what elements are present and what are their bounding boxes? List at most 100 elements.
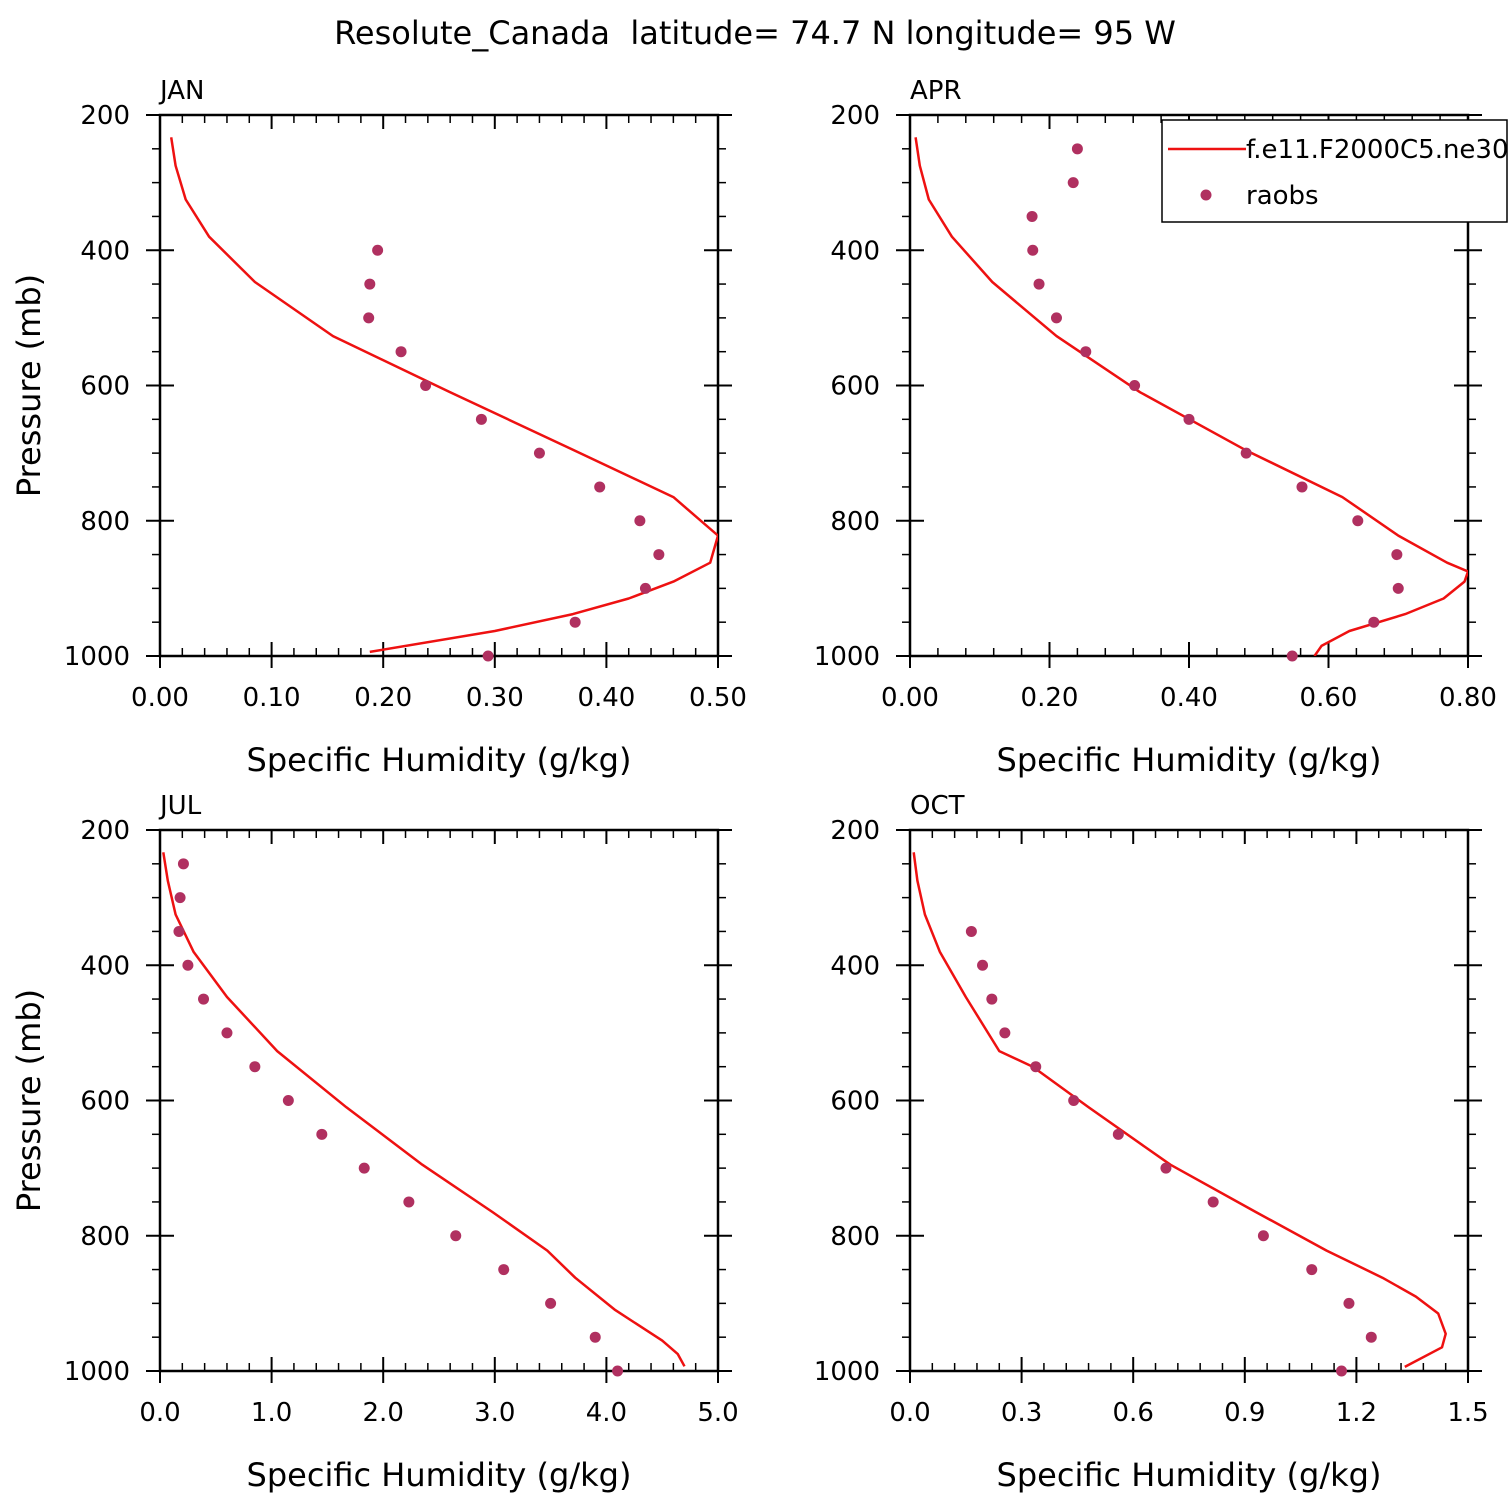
x-tick-label: 0.0 [889,1398,930,1428]
x-tick-label: 0.6 [1113,1398,1154,1428]
x-tick-label: 0.9 [1224,1398,1265,1428]
raobs-point [364,278,376,290]
chart-oct: 0.0 0.3 0.6 0.9 1.2 1.5 200 400 600 800 1000 OCT Spe… [814,791,1489,1494]
raobs-point [1368,616,1380,628]
y-axis-label: Pressure (mb) [10,989,48,1212]
model-line [169,137,718,654]
raobs-point [420,380,432,391]
panel-label-oct: OCT [910,791,965,821]
raobs-point [1068,1095,1080,1106]
raobs-point [569,616,581,628]
raobs-point [1352,515,1364,527]
x-axis-label: Specific Humidity (g/kg) [997,741,1382,779]
raobs-point [965,925,977,937]
raobs-point [316,1128,328,1140]
x-tick-label: 1.0 [251,1398,292,1428]
y-tick-label: 1000 [814,642,880,672]
legend: f.e11.F2000C5.ne30 raobs [1161,119,1509,223]
panel-label-apr: APR [910,76,962,106]
raobs-point [653,549,665,561]
raobs-point [1033,278,1045,290]
raobs-point [1207,1196,1219,1208]
panel-label-jul: JUL [158,791,202,821]
raobs-point [1067,177,1079,189]
y-tick-label: 200 [80,816,130,846]
y-tick-label: 800 [830,1222,880,1252]
y-tick-label: 600 [80,1087,130,1117]
raobs-point [282,1095,294,1106]
x-axis-label: Specific Humidity (g/kg) [247,741,632,779]
raobs-point [545,1297,557,1309]
raobs-point [1080,346,1092,358]
x-tick-label: 0.80 [1439,683,1497,713]
x-tick-label: 0.40 [577,683,635,713]
y-tick-label: 400 [80,951,130,981]
model-line [162,852,686,1367]
model-line [912,852,1447,1369]
raobs-point [1286,650,1298,662]
plot-frame [158,828,720,1373]
raobs-point [363,312,375,324]
x-tick-label: 4.0 [586,1398,627,1428]
raobs-point [1183,413,1195,425]
raobs-point [1030,1061,1042,1073]
raobs-point [498,1264,510,1276]
raobs-point [1343,1297,1355,1309]
raobs-point [395,346,407,358]
raobs-point [589,1331,601,1343]
y-tick-label: 200 [80,101,130,131]
raobs-point [249,1061,261,1073]
chart-jul: 0.0 1.0 2.0 3.0 4.0 5.0 200 400 600 800 1000 JUL Spe… [10,791,739,1494]
chart-apr: 0.00 0.20 0.40 0.60 0.80 200 400 600 800 1000 APR S… [814,76,1497,779]
raobs-point [482,650,494,662]
y-tick-label: 800 [80,1222,130,1252]
raobs-point [1240,447,1252,459]
raobs-point [977,959,989,971]
raobs-point [1027,244,1039,256]
x-tick-label: 0.50 [689,683,747,713]
raobs-point [372,244,384,256]
x-tick-label: 0.30 [466,683,524,713]
raobs-point [450,1230,462,1242]
raobs-point [1391,549,1403,561]
raobs-point [1071,143,1083,155]
y-tick-label: 1000 [814,1357,880,1387]
x-tick-label: 5.0 [697,1398,738,1428]
y-tick-label: 400 [830,951,880,981]
raobs-point [639,582,651,594]
legend-marker-swatch [1200,189,1212,201]
raobs-point [1026,210,1038,222]
raobs-point [594,481,606,493]
x-tick-label: 3.0 [474,1398,515,1428]
legend-model-label: f.e11.F2000C5.ne30 [1246,135,1509,165]
figure-title: Resolute_Canada latitude= 74.7 N longitu… [334,14,1176,52]
raobs-point [1365,1331,1377,1343]
raobs-point [612,1365,624,1377]
x-axis-label: Specific Humidity (g/kg) [997,1456,1382,1494]
x-tick-label: 0.00 [881,683,939,713]
raobs-point [173,925,185,937]
raobs-point [182,959,194,971]
y-axis-label: Pressure (mb) [10,274,48,497]
x-tick-label: 0.20 [354,683,412,713]
raobs-point [475,413,487,425]
y-tick-label: 600 [830,372,880,402]
y-tick-label: 200 [830,816,880,846]
raobs-point [198,993,210,1005]
x-tick-label: 0.60 [1300,683,1358,713]
y-tick-label: 1000 [64,1357,130,1387]
y-tick-label: 400 [80,236,130,266]
raobs-point [634,515,646,527]
x-tick-label: 0.00 [131,683,189,713]
raobs-point [1257,1230,1269,1242]
raobs-point [221,1027,233,1039]
raobs-point [1112,1128,1124,1140]
chart-jan: 0.00 0.10 0.20 0.30 0.40 0.50 200 400 600 800 1000… [10,76,747,779]
y-tick-label: 600 [830,1087,880,1117]
x-axis-label: Specific Humidity (g/kg) [247,1456,632,1494]
legend-obs-label: raobs [1246,181,1319,211]
raobs-point [1296,481,1308,493]
y-tick-label: 600 [80,372,130,402]
x-tick-label: 0.40 [1160,683,1218,713]
raobs-point [358,1162,370,1174]
